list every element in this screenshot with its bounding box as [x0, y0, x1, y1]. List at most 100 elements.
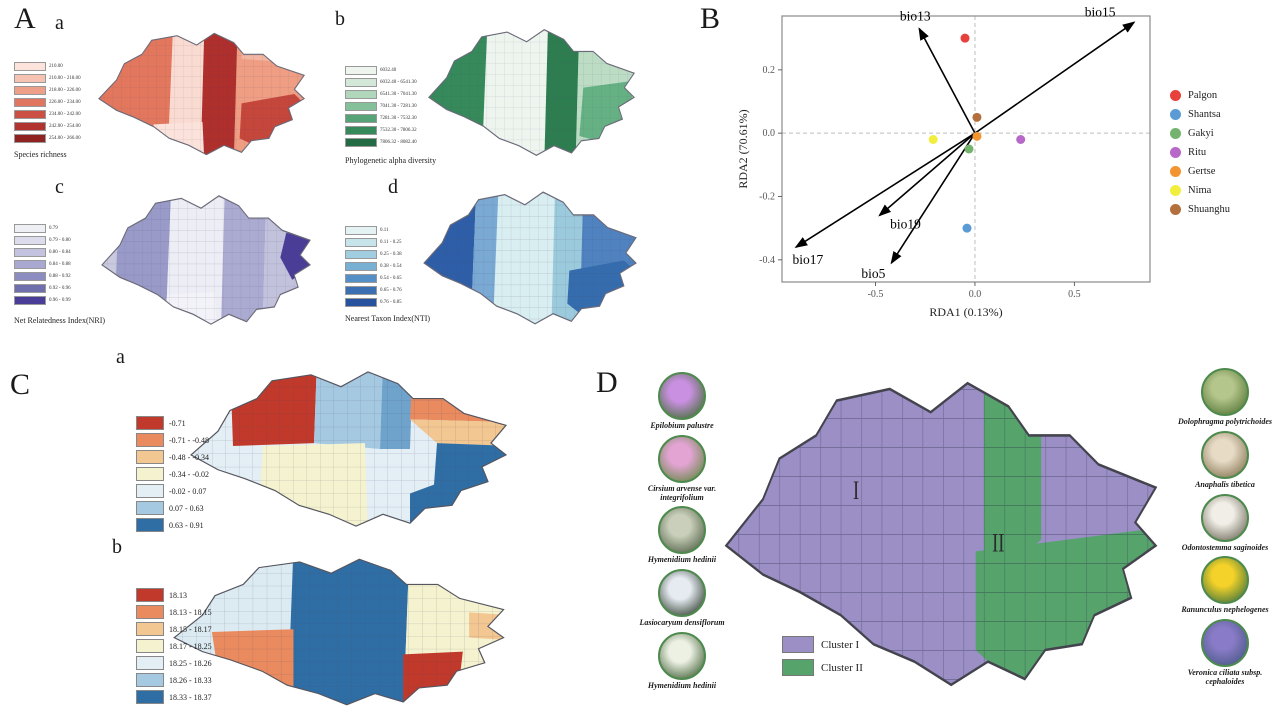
site-name: Shuanghu: [1188, 204, 1230, 215]
legend-label: 0.92 - 0.96: [49, 286, 71, 291]
legend-swatch: [14, 236, 46, 245]
legend-row: 0.25 - 0.38: [345, 250, 402, 259]
species-name: Veronica ciliata subsp. cephaloides: [1187, 668, 1263, 686]
legend-swatch: [14, 260, 46, 269]
site-color-dot: [1170, 204, 1181, 215]
legend-row: Ritu: [1170, 147, 1230, 158]
legend-label: 218.00 - 226.00: [49, 88, 81, 93]
species-name: Hymenidium hedinii: [647, 680, 717, 690]
legend-row: 0.54 - 0.65: [345, 274, 402, 283]
legend-label: 7806.32 - 8082.40: [380, 140, 417, 145]
species-name: Dolophragma polytrichoides: [1177, 417, 1272, 426]
species-name: Lasiocaryum densiflorum: [639, 618, 725, 628]
legend-row: -0.34 - -0.02: [136, 467, 209, 481]
legend-swatch: [345, 138, 377, 147]
legend-nti: 0.11 0.11 - 0.25 0.25 - 0.38 0.38 - 0.54…: [345, 226, 402, 310]
legend-row: 7041.30 - 7281.30: [345, 102, 417, 111]
legend-swatch: [14, 248, 46, 257]
legend-label: -0.71: [169, 418, 186, 428]
legend-label: 6541.30 - 7041.30: [380, 92, 417, 97]
legend-swatch: [345, 78, 377, 87]
legend-row: Gakyi: [1170, 128, 1230, 139]
species-item: Cirsium arvense var. integrifolium: [627, 434, 737, 503]
legend-swatch: [14, 74, 46, 83]
legend-label: 18.33 - 18.37: [169, 692, 212, 702]
legend-swatch: [136, 450, 164, 464]
site-color-dot: [1170, 90, 1181, 101]
species-photo: [1201, 430, 1249, 479]
legend-label: 7281.30 - 7532.30: [380, 116, 417, 121]
legend-label: 0.63 - 0.91: [169, 520, 204, 530]
svg-text:bio17: bio17: [793, 252, 824, 267]
species-name: Hymenidium hedinii: [647, 555, 717, 565]
cluster-label-I: I: [853, 476, 859, 505]
subpanel-label-A-c: c: [55, 176, 64, 198]
legend-label: 0.79 - 0.80: [49, 238, 71, 243]
site-name: Shantsa: [1188, 109, 1221, 120]
choropleth-map-C-a: [190, 371, 507, 527]
legend-label: 210.00 - 218.00: [49, 76, 81, 81]
legend-swatch: [14, 98, 46, 107]
legend-row: 0.65 - 0.76: [345, 286, 402, 295]
site-color-dot: [1170, 166, 1181, 177]
legend-row: 0.63 - 0.91: [136, 518, 209, 532]
species-item: Dolophragma polytrichoides: [1170, 368, 1280, 427]
legend-swatch: [14, 110, 46, 119]
legend-label: -0.34 - -0.02: [169, 469, 209, 479]
species-column-left: Epilobium palustre Cirsium arvense var. …: [626, 372, 738, 695]
legend-row: 6032.40 - 6541.30: [345, 78, 417, 87]
legend-row: Cluster II: [782, 659, 863, 676]
site-color-dot: [1170, 185, 1181, 196]
legend-label: 18.13: [169, 590, 187, 600]
legend-C-b: 18.13 18.13 - 18.15 18.15 - 18.17 18.17 …: [136, 588, 212, 707]
legend-row: -0.71: [136, 416, 209, 430]
species-photo: [658, 506, 706, 555]
map-caption-phylo-alpha: Phylogenetic alpha diversity: [345, 156, 437, 165]
legend-label: 0.38 - 0.54: [380, 264, 402, 269]
legend-row: -0.48 - -0.34: [136, 450, 209, 464]
legend-swatch: [136, 656, 164, 670]
legend-row: Palgon: [1170, 90, 1230, 101]
legend-row: 7532.30 - 7806.32: [345, 126, 417, 135]
site-name: Ritu: [1188, 147, 1207, 158]
site-name: Nima: [1188, 185, 1212, 196]
species-name: Anaphalis tibetica: [1195, 479, 1255, 489]
legend-row: 0.88 - 0.92: [14, 272, 71, 281]
legend-row: -0.02 - 0.07: [136, 484, 209, 498]
rda-plot-svg: -0.5 0.0 0.5 -0.4 -0.2 0.0 0.2 RDA1 (0.13%) RDA2…: [736, 4, 1151, 319]
legend-label: 18.13 - 18.15: [169, 607, 212, 617]
legend-row: 0.79 - 0.80: [14, 236, 71, 245]
legend-row: 226.00 - 234.00: [14, 98, 81, 107]
species-name: Cirsium arvense var. integrifolium: [647, 483, 717, 502]
svg-text:bio15: bio15: [1085, 6, 1116, 19]
legend-swatch: [345, 102, 377, 111]
legend-row: 210.00 - 218.00: [14, 74, 81, 83]
legend-row: 0.80 - 0.84: [14, 248, 71, 257]
panel-label-D: D: [596, 366, 618, 399]
species-name: Odontostemma saginoides: [1181, 542, 1269, 552]
legend-label: Cluster II: [821, 661, 863, 674]
map-caption-species-richness: Species richness: [14, 150, 67, 159]
legend-label: 18.15 - 18.17: [169, 624, 212, 634]
svg-text:0.0: 0.0: [763, 128, 776, 139]
legend-swatch: [782, 636, 814, 653]
legend-row: 0.38 - 0.54: [345, 262, 402, 271]
legend-row: 18.15 - 18.17: [136, 622, 212, 636]
legend-label: 7041.30 - 7281.30: [380, 104, 417, 109]
legend-swatch: [345, 126, 377, 135]
legend-swatch: [136, 484, 164, 498]
legend-row: Gertse: [1170, 166, 1230, 177]
legend-row: 6032.40: [345, 66, 417, 75]
svg-text:0.2: 0.2: [763, 65, 776, 76]
legend-label: 0.96 - 0.99: [49, 298, 71, 303]
legend-swatch: [136, 690, 164, 704]
legend-label: -0.71 - -0.48: [169, 435, 209, 445]
choropleth-map-nti: [423, 191, 637, 325]
species-item: Anaphalis tibetica: [1170, 430, 1280, 490]
legend-label: 254.00 - 266.00: [49, 136, 81, 141]
legend-label: 234.00 - 242.00: [49, 112, 81, 117]
legend-row: 210.00: [14, 62, 81, 71]
species-item: Lasiocaryum densiflorum: [627, 569, 737, 628]
legend-label: -0.02 - 0.07: [169, 486, 207, 496]
subpanel-label-A-d: d: [388, 176, 398, 198]
